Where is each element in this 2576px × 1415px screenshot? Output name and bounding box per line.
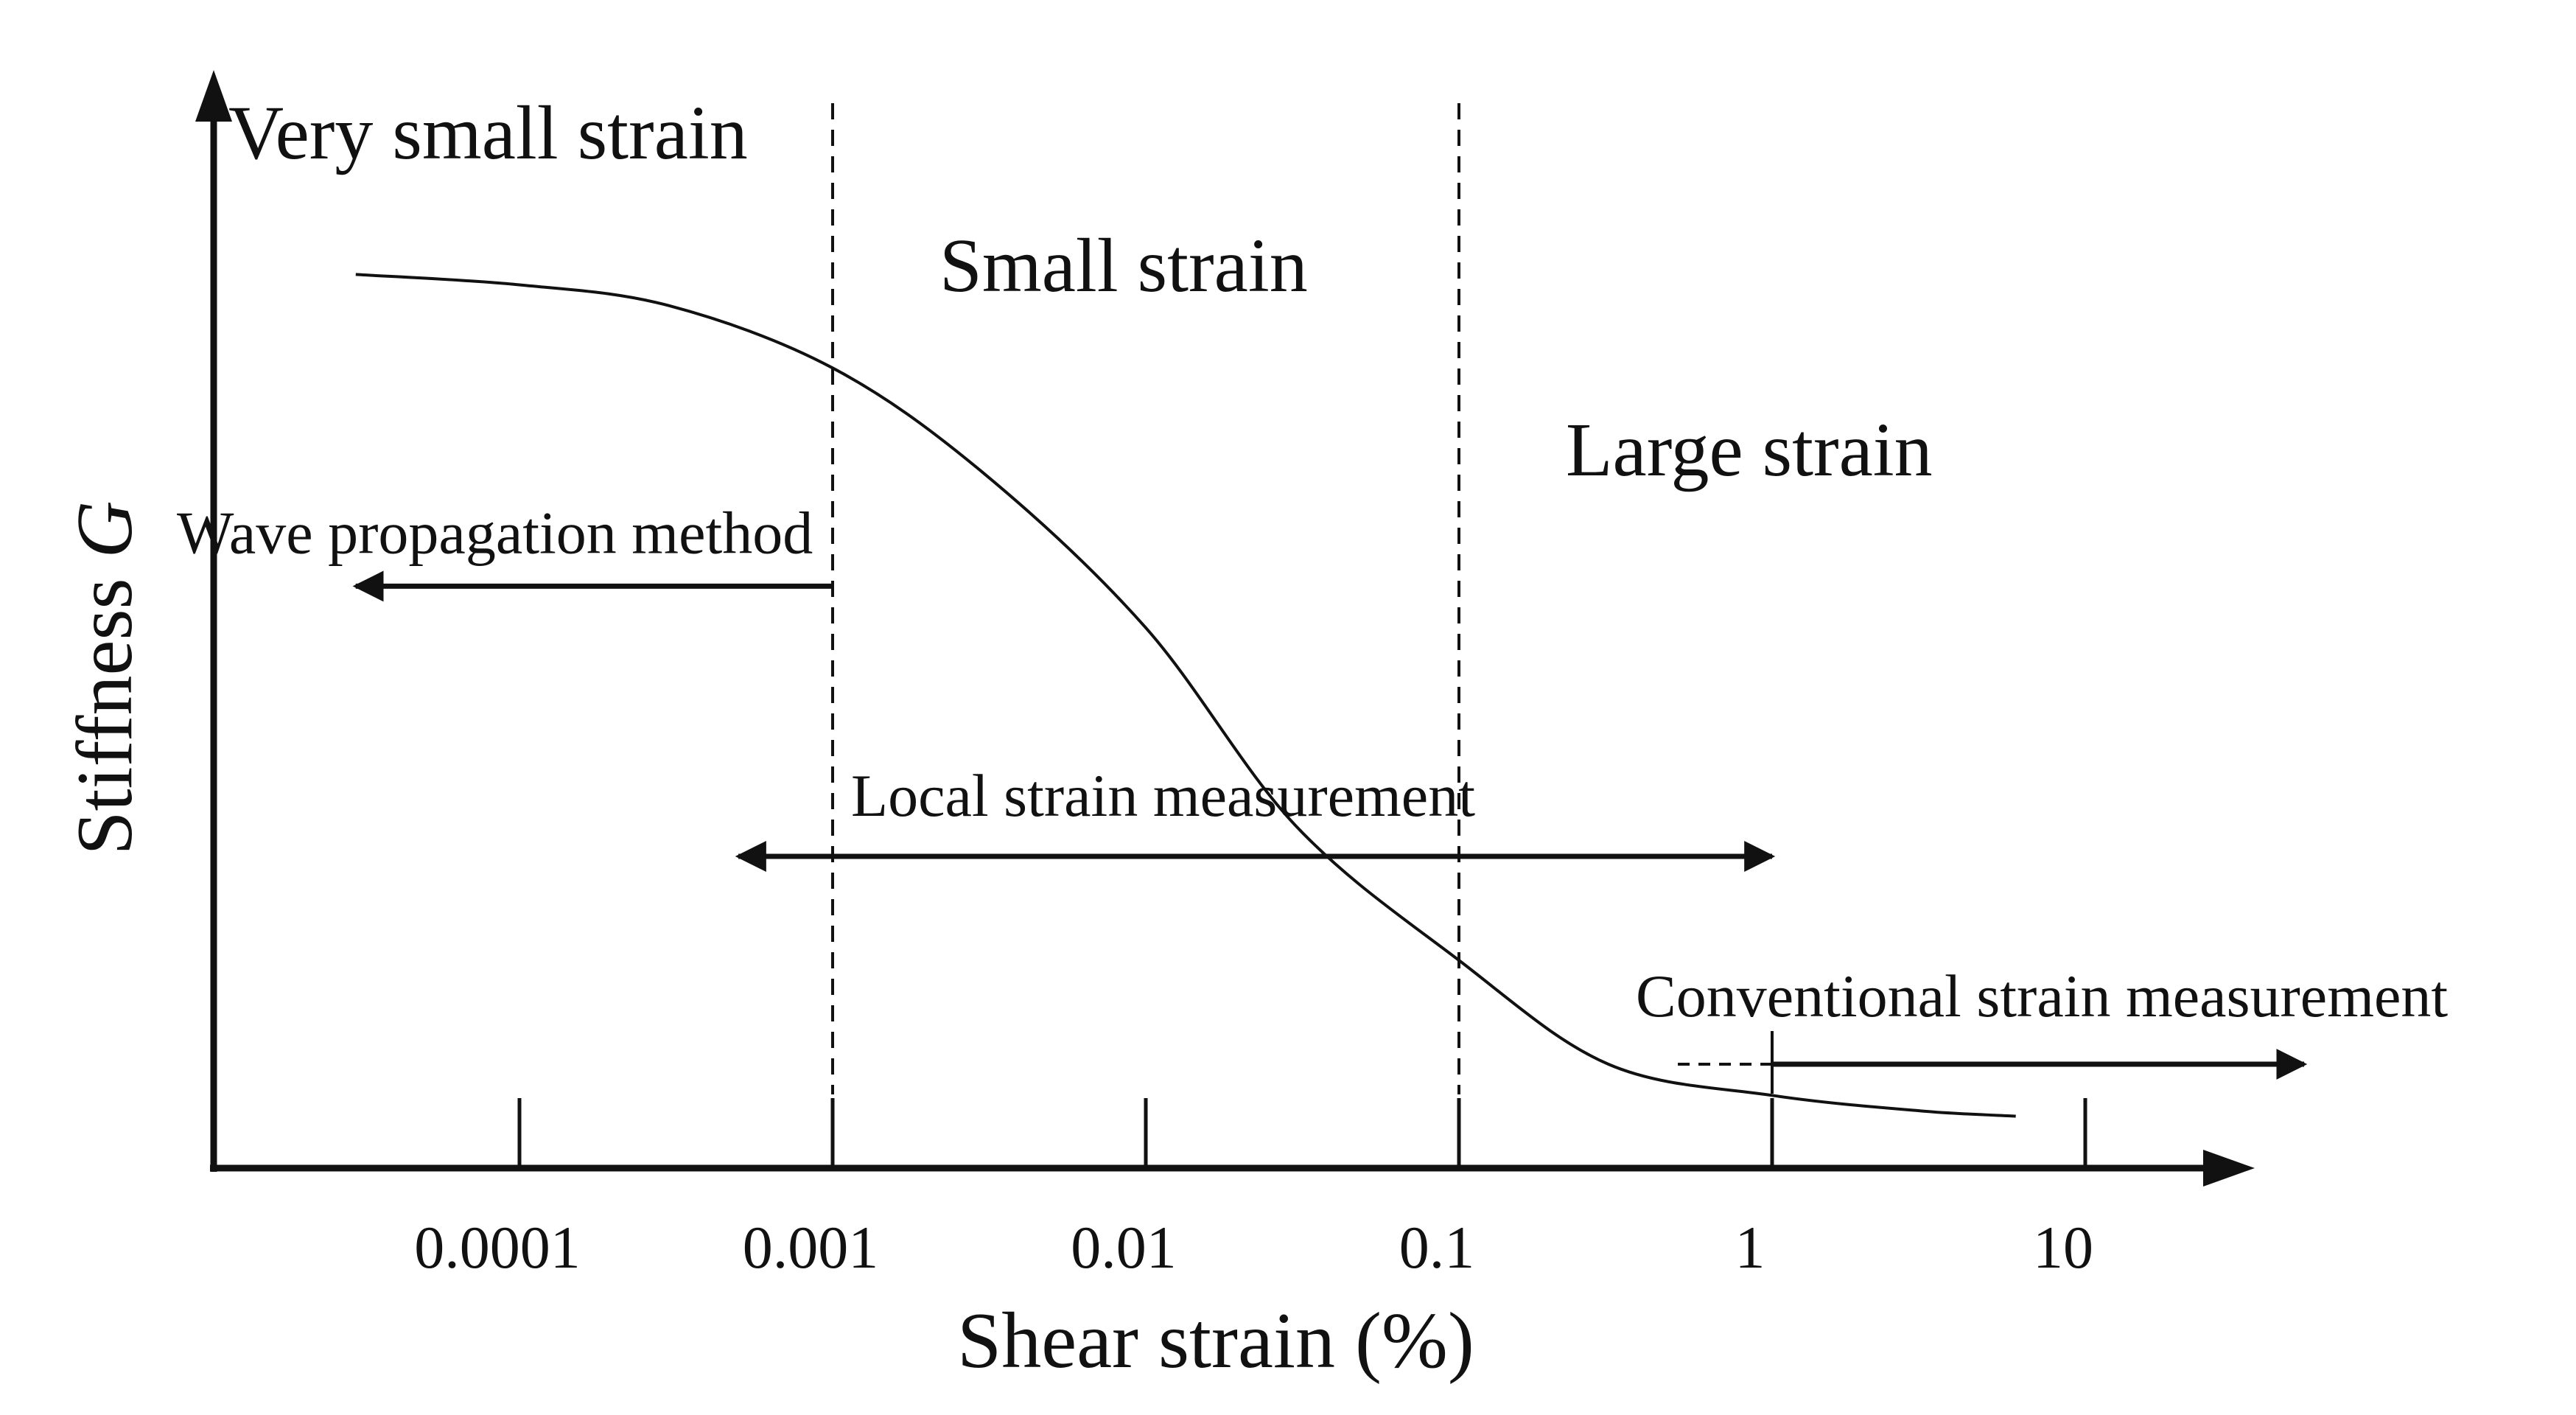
region-label: Very small strain [228, 91, 748, 175]
measurement-label: Local strain measurement [851, 762, 1475, 829]
x-tick-label: 1 [1735, 1214, 1765, 1281]
curve-layer [355, 273, 2016, 1118]
measurement-label: Wave propagation method [177, 499, 813, 566]
region-label: Large strain [1566, 408, 1933, 492]
x-tick-label: 0.1 [1399, 1214, 1475, 1281]
measurement-annotations: Wave propagation method Local strain meas… [177, 499, 2448, 1094]
region-label: Small strain [939, 223, 1308, 308]
stiffness-curve [355, 273, 2016, 1118]
x-axis-label: Shear strain (%) [957, 1297, 1474, 1385]
y-axis-label: Stiffness G [61, 500, 149, 855]
x-tick-label: 0.001 [743, 1214, 879, 1281]
x-tick-label: 0.0001 [414, 1214, 581, 1281]
region-boundaries [831, 103, 1460, 1094]
x-tick-label: 0.01 [1071, 1214, 1177, 1281]
x-ticks: 0.0001 0.001 0.01 0.1 1 10 [414, 1098, 2093, 1281]
x-axis-arrowhead [2203, 1150, 2255, 1187]
measurement-label: Conventional strain measurement [1636, 962, 2448, 1030]
y-axis-arrowhead [195, 70, 232, 122]
x-tick-label: 10 [2033, 1214, 2093, 1281]
region-labels: Very small strain Small strain Large strai… [228, 91, 1933, 492]
